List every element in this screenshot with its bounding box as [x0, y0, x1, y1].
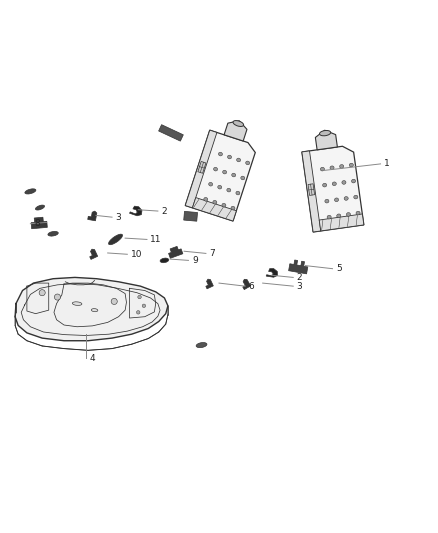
- Ellipse shape: [323, 183, 327, 187]
- Text: 3: 3: [297, 281, 303, 290]
- Polygon shape: [130, 206, 142, 216]
- Ellipse shape: [25, 189, 36, 194]
- Ellipse shape: [335, 198, 339, 201]
- Ellipse shape: [204, 197, 208, 201]
- Text: 2: 2: [297, 273, 302, 282]
- Text: 6: 6: [249, 281, 254, 290]
- Polygon shape: [289, 260, 308, 274]
- Polygon shape: [90, 249, 98, 260]
- Polygon shape: [15, 277, 168, 341]
- Ellipse shape: [91, 309, 98, 312]
- Polygon shape: [319, 214, 364, 231]
- Polygon shape: [302, 146, 364, 232]
- Ellipse shape: [35, 205, 45, 210]
- Text: 4: 4: [89, 354, 95, 362]
- Polygon shape: [302, 151, 321, 232]
- Text: 10: 10: [131, 250, 142, 259]
- Ellipse shape: [208, 182, 213, 186]
- Ellipse shape: [160, 258, 169, 263]
- Polygon shape: [31, 217, 47, 229]
- Circle shape: [111, 298, 117, 304]
- Polygon shape: [266, 269, 277, 277]
- Ellipse shape: [241, 176, 245, 180]
- Ellipse shape: [356, 211, 360, 215]
- Ellipse shape: [327, 215, 331, 219]
- Ellipse shape: [233, 120, 244, 126]
- Ellipse shape: [222, 204, 226, 207]
- Text: 1: 1: [384, 159, 390, 168]
- Text: 7: 7: [209, 249, 215, 258]
- Ellipse shape: [344, 197, 348, 200]
- Polygon shape: [206, 279, 213, 289]
- Text: 5: 5: [336, 264, 342, 273]
- Polygon shape: [185, 130, 255, 221]
- Ellipse shape: [330, 166, 334, 169]
- Polygon shape: [192, 198, 237, 221]
- Text: 2: 2: [161, 207, 167, 215]
- Ellipse shape: [219, 152, 223, 156]
- Ellipse shape: [214, 167, 218, 171]
- Polygon shape: [243, 279, 251, 289]
- Polygon shape: [315, 130, 337, 150]
- Circle shape: [137, 311, 140, 314]
- Ellipse shape: [332, 182, 336, 185]
- Circle shape: [142, 304, 146, 308]
- Ellipse shape: [218, 185, 222, 189]
- Circle shape: [54, 294, 60, 300]
- Ellipse shape: [339, 165, 344, 168]
- Ellipse shape: [48, 231, 58, 236]
- Ellipse shape: [354, 195, 358, 199]
- Ellipse shape: [246, 161, 250, 165]
- Ellipse shape: [337, 214, 341, 217]
- Ellipse shape: [223, 170, 226, 174]
- Ellipse shape: [319, 131, 331, 136]
- Ellipse shape: [236, 191, 240, 195]
- Text: 8: 8: [34, 219, 39, 228]
- Text: 3: 3: [116, 213, 121, 222]
- Polygon shape: [184, 212, 198, 221]
- Ellipse shape: [213, 200, 217, 204]
- Circle shape: [138, 295, 141, 299]
- Ellipse shape: [227, 188, 231, 192]
- Ellipse shape: [109, 234, 123, 245]
- Polygon shape: [198, 161, 206, 173]
- Ellipse shape: [349, 163, 353, 167]
- Polygon shape: [185, 130, 217, 208]
- Ellipse shape: [342, 181, 346, 184]
- Polygon shape: [308, 184, 314, 196]
- Ellipse shape: [196, 343, 207, 348]
- Ellipse shape: [72, 302, 82, 305]
- Circle shape: [39, 289, 45, 296]
- Ellipse shape: [320, 167, 325, 171]
- Ellipse shape: [352, 179, 356, 183]
- Polygon shape: [159, 125, 184, 141]
- Text: 9: 9: [192, 256, 198, 265]
- Ellipse shape: [237, 158, 240, 162]
- Ellipse shape: [231, 206, 235, 210]
- Ellipse shape: [325, 199, 329, 203]
- Polygon shape: [224, 121, 247, 141]
- Polygon shape: [169, 246, 183, 259]
- Text: 11: 11: [150, 235, 162, 244]
- Ellipse shape: [228, 155, 232, 159]
- Ellipse shape: [232, 173, 236, 177]
- Ellipse shape: [346, 213, 350, 216]
- Polygon shape: [88, 211, 97, 221]
